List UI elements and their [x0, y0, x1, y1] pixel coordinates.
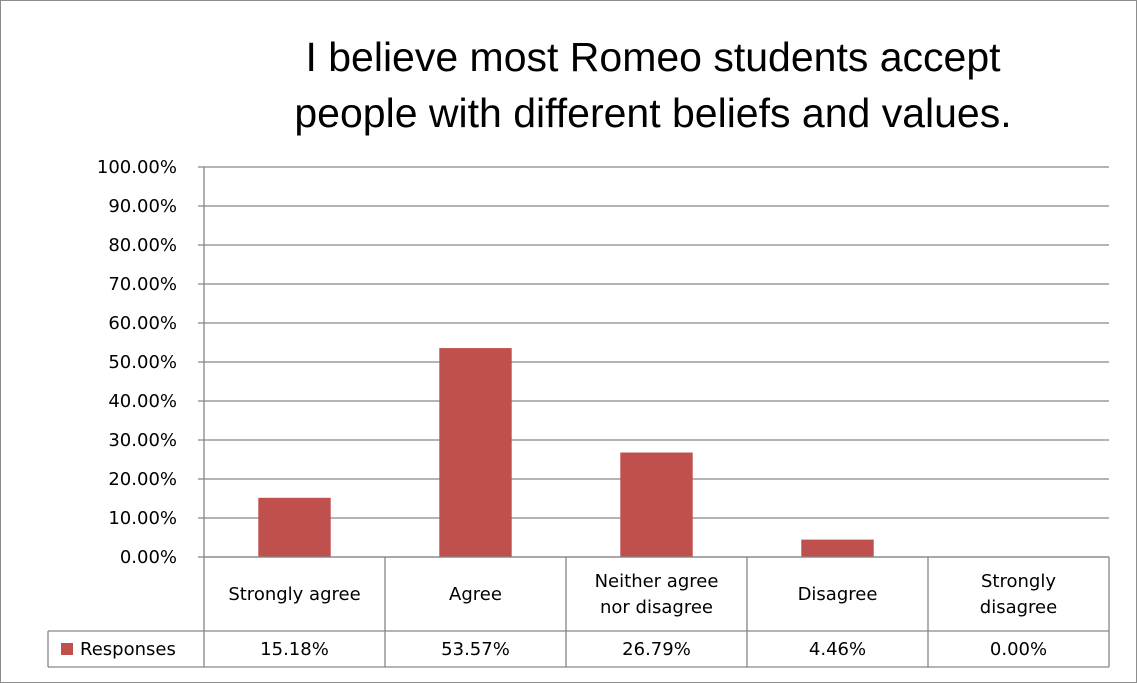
chart-title: I believe most Romeo students accept peo… — [294, 34, 1011, 136]
x-category-label: Strongly agree — [228, 584, 360, 605]
x-category-label: Agree — [449, 584, 502, 605]
chart-title-line-2: people with different beliefs and values… — [294, 90, 1011, 136]
y-tick-label: 100.00% — [97, 157, 177, 178]
data-table-value: 15.18% — [260, 639, 329, 660]
legend-label: Responses — [80, 639, 176, 660]
bar — [258, 497, 331, 557]
y-tick-label: 80.00% — [108, 235, 177, 256]
data-table-value: 53.57% — [441, 639, 510, 660]
y-tick-label: 50.00% — [108, 352, 177, 373]
bar — [801, 539, 874, 557]
bar — [620, 452, 693, 557]
data-table-value: 26.79% — [622, 639, 691, 660]
x-category-label: Strongly — [981, 571, 1056, 592]
legend-swatch — [61, 643, 73, 655]
bar — [439, 348, 512, 557]
bars — [258, 348, 874, 557]
data-table-value: 0.00% — [990, 639, 1047, 660]
y-tick-label: 60.00% — [108, 313, 177, 334]
data-table-value: 4.46% — [809, 639, 866, 660]
y-tick-label: 10.00% — [108, 508, 177, 529]
x-category-label: nor disagree — [600, 597, 713, 618]
y-tick-label: 0.00% — [120, 547, 177, 568]
y-tick-label: 20.00% — [108, 469, 177, 490]
y-axis: 0.00% 10.00% 20.00% 30.00% 40.00% 50.00% 60.00… — [97, 157, 205, 568]
x-category-label: disagree — [980, 597, 1057, 618]
gridlines — [198, 166, 1109, 558]
data-table: Strongly agree Agree Neither agree nor disa… — [47, 556, 1110, 668]
y-tick-label: 40.00% — [108, 391, 177, 412]
x-category-label: Disagree — [798, 584, 878, 605]
x-category-label: Neither agree — [595, 571, 719, 592]
y-tick-label: 90.00% — [108, 196, 177, 217]
y-tick-label: 70.00% — [108, 274, 177, 295]
y-tick-label: 30.00% — [108, 430, 177, 451]
chart-title-line-1: I believe most Romeo students accept — [305, 34, 1001, 80]
